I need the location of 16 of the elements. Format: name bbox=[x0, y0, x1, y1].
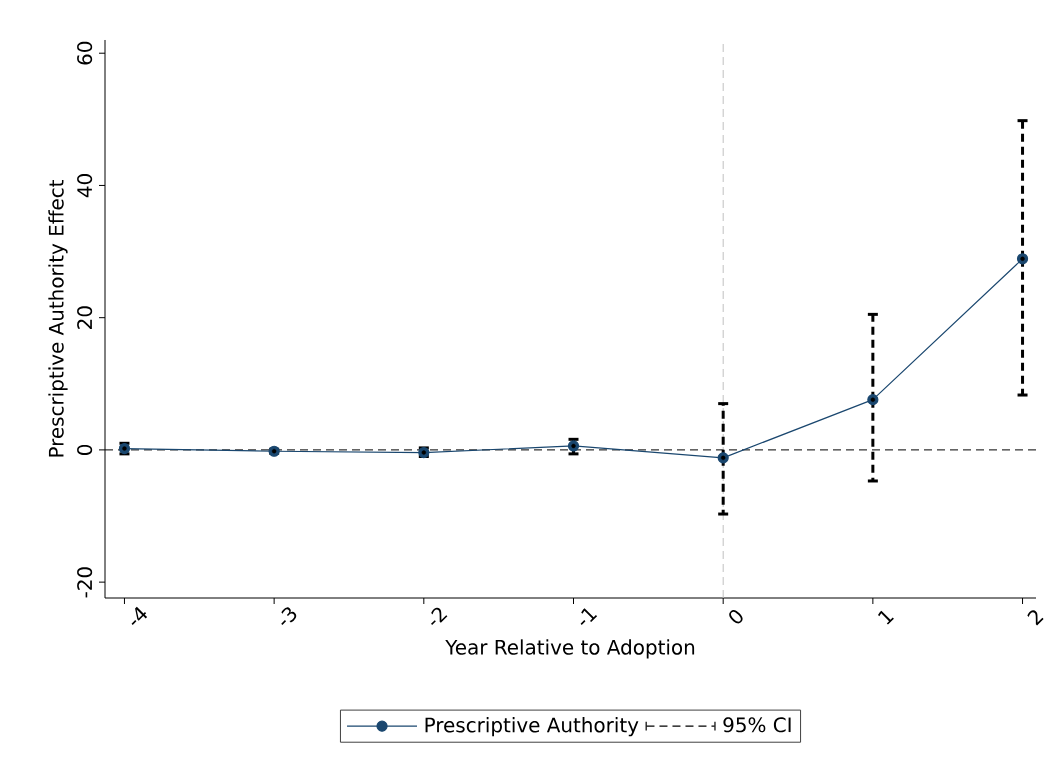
x-tick-label: 1 bbox=[878, 610, 894, 625]
legend-label: 95% CI bbox=[723, 717, 791, 733]
x-tick-label: 0 bbox=[729, 610, 743, 624]
y-tick-label: 20 bbox=[77, 306, 93, 329]
y-tick-label: 60 bbox=[77, 41, 93, 65]
y-axis-title: Prescriptive Authority Effect bbox=[48, 179, 68, 457]
x-tick-label: -3 bbox=[281, 607, 297, 625]
x-axis-title: Year Relative to Adoption bbox=[445, 639, 695, 659]
y-tick-label: -20 bbox=[77, 567, 93, 598]
y-tick-label: 0 bbox=[77, 444, 93, 455]
legend-label: Prescriptive Authority bbox=[425, 717, 639, 737]
x-tick-label: -1 bbox=[580, 608, 598, 625]
x-tick-label: -4 bbox=[131, 606, 148, 625]
x-tick-label: 2 bbox=[1027, 610, 1044, 626]
x-tick-label: -2 bbox=[431, 607, 448, 625]
y-tick-label: 40 bbox=[77, 174, 93, 198]
